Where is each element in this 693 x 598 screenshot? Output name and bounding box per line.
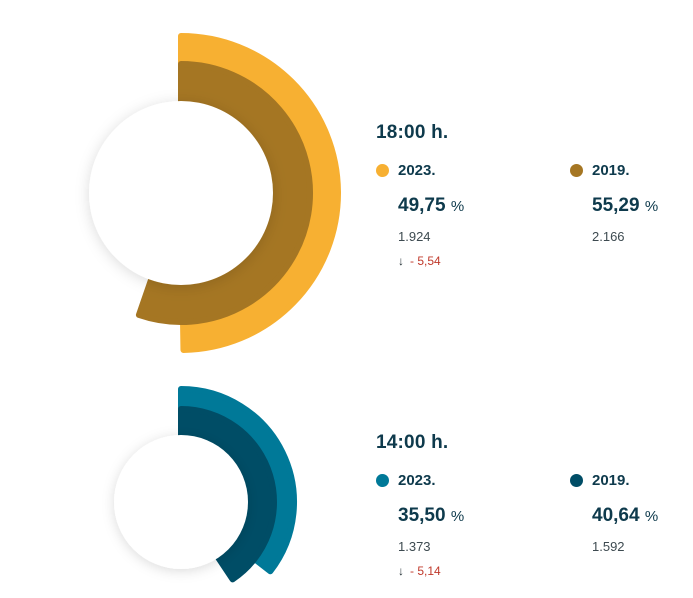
legend-dot xyxy=(376,474,389,487)
change-value: - 5,54 xyxy=(410,254,441,268)
chart-title: 18:00 h. xyxy=(376,122,449,143)
percentage-value: 35,50 xyxy=(398,505,446,526)
percentage-unit: % xyxy=(450,508,465,525)
vote-count: 1.924 xyxy=(398,229,431,244)
turnout-block-1800: 18:00 h. 2023. 49,75 % 1.924 ↓ - 5,54 20… xyxy=(89,33,676,353)
chart-title: 14:00 h. xyxy=(376,432,449,453)
donut-chart-1400 xyxy=(114,386,297,583)
down-arrow-icon: ↓ xyxy=(398,564,404,578)
turnout-block-1400: 14:00 h. 2023. 35,50 % 1.373 ↓ - 5,14 20… xyxy=(0,370,693,598)
legend-label: 2019. xyxy=(592,162,630,179)
percentage-unit: % xyxy=(644,508,659,525)
vote-count: 1.373 xyxy=(398,539,431,554)
donut-center xyxy=(89,101,273,285)
legend-dot xyxy=(570,164,583,177)
legend-label: 2019. xyxy=(592,472,630,489)
series-2023: 2023. 35,50 % 1.373 ↓ - 5,14 xyxy=(376,472,506,578)
donut-chart-1800 xyxy=(89,33,342,353)
vote-count: 1.592 xyxy=(592,539,625,554)
legend-dot xyxy=(376,164,389,177)
percentage-unit: % xyxy=(450,198,465,215)
legend-dot xyxy=(570,474,583,487)
percentage-value: 49,75 xyxy=(398,195,446,216)
info-panel-1800: 18:00 h. 2023. 49,75 % 1.924 ↓ - 5,54 20… xyxy=(376,122,676,282)
donut-center xyxy=(114,435,248,569)
series-2019: 2019. 55,29 % 2.166 xyxy=(570,162,693,244)
percentage-value: 40,64 xyxy=(592,505,640,526)
down-arrow-icon: ↓ xyxy=(398,254,404,268)
legend-label: 2023. xyxy=(398,162,436,179)
change-value: - 5,14 xyxy=(410,564,441,578)
legend-label: 2023. xyxy=(398,472,436,489)
percentage-unit: % xyxy=(644,198,659,215)
series-2019: 2019. 40,64 % 1.592 xyxy=(570,472,693,554)
vote-count: 2.166 xyxy=(592,229,625,244)
info-panel-1400: 14:00 h. 2023. 35,50 % 1.373 ↓ - 5,14 20… xyxy=(376,432,676,592)
series-2023: 2023. 49,75 % 1.924 ↓ - 5,54 xyxy=(376,162,506,268)
percentage-value: 55,29 xyxy=(592,195,640,216)
